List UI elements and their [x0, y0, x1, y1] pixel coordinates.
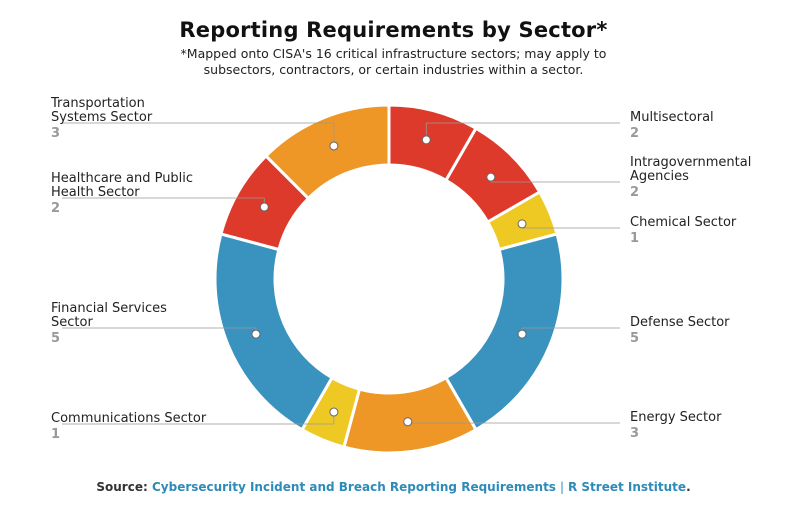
slice-value-6: 1	[51, 427, 60, 442]
slice-label-1-line-1: Multisectoral	[630, 110, 714, 125]
slice-marker-9	[329, 141, 339, 151]
slice-label-2-line-2: Agencies	[630, 169, 689, 184]
source-link[interactable]: Cybersecurity Incident and Breach Report…	[151, 480, 556, 494]
slice-label-2-line-1: Intragovernmental	[630, 155, 751, 170]
source-end: .	[686, 480, 691, 494]
slice-value-4: 5	[630, 331, 639, 346]
slice-label-8-line-2: Health Sector	[51, 185, 140, 200]
slice-value-1: 2	[630, 126, 639, 141]
slice-value-9: 3	[51, 126, 60, 141]
slice-marker-7	[251, 329, 261, 339]
chart-title: Reporting Requirements by Sector*	[179, 18, 608, 42]
slice-value-5: 3	[630, 426, 639, 441]
chart-subtitle: *Mapped onto CISA's 16 critical infrastr…	[180, 46, 607, 77]
source-publisher[interactable]: R Street Institute	[568, 480, 687, 494]
source-separator: |	[559, 480, 564, 494]
slice-label-9-line-1: Transportation	[50, 96, 145, 111]
slice-label-5-line-1: Energy Sector	[630, 410, 722, 425]
slice-label-6-line-1: Communications Sector	[51, 411, 207, 426]
slice-value-7: 5	[51, 331, 60, 346]
leader-lines	[62, 122, 620, 427]
slice-labels: Multisectoral2IntragovernmentalAgencies2…	[50, 96, 751, 442]
slice-label-8-line-1: Healthcare and Public	[51, 171, 193, 186]
slice-label-9-line-2: Systems Sector	[51, 110, 153, 125]
slice-marker-1	[421, 135, 431, 145]
source-label: Source:	[96, 480, 148, 494]
slice-value-8: 2	[51, 201, 60, 216]
slice-label-4-line-1: Defense Sector	[630, 315, 730, 330]
slice-value-2: 2	[630, 185, 639, 200]
slice-marker-5	[403, 417, 413, 427]
donut-slice-7	[213, 232, 335, 432]
donut-slice-4	[443, 232, 565, 432]
slice-value-3: 1	[630, 231, 639, 246]
slice-marker-4	[517, 329, 527, 339]
source-line: Source: Cybersecurity Incident and Breac…	[0, 480, 787, 494]
slice-label-7-line-1: Financial Services	[51, 301, 167, 316]
slice-marker-3	[517, 219, 527, 229]
slice-label-7-line-2: Sector	[51, 315, 93, 330]
slice-marker-2	[486, 172, 496, 182]
slice-marker-8	[259, 202, 269, 212]
slice-marker-6	[329, 407, 339, 417]
donut-slices	[213, 103, 565, 455]
slice-label-3-line-1: Chemical Sector	[630, 215, 737, 230]
donut-slice-9	[263, 103, 391, 201]
